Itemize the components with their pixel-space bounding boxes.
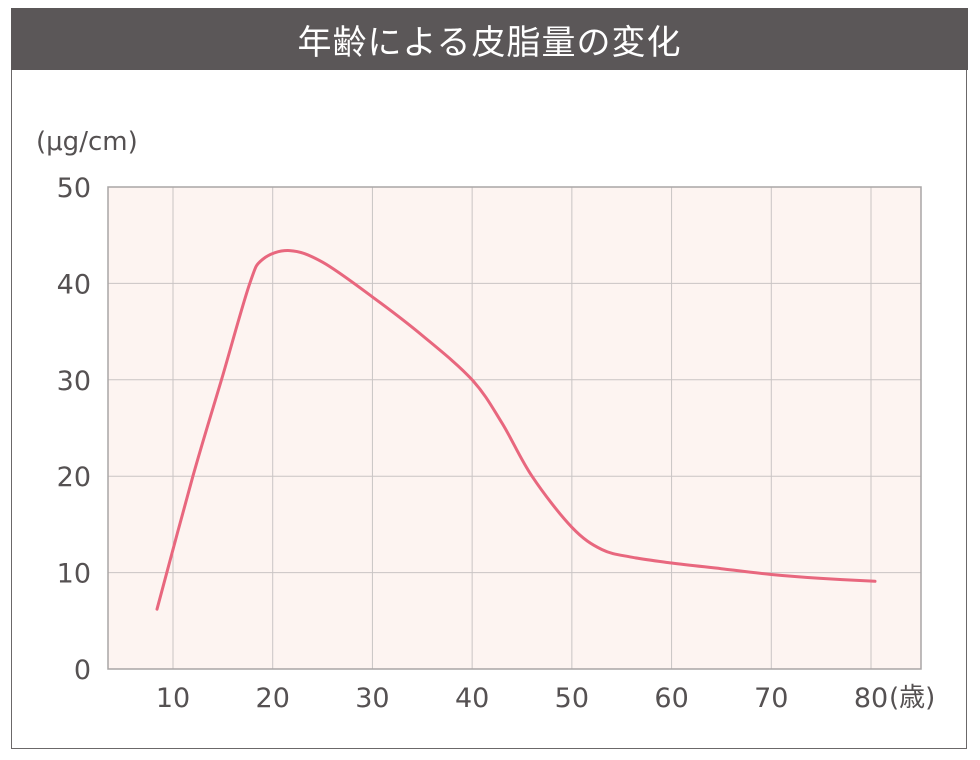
y-axis-ticks: 0 10 20 30 40 50 [57, 173, 91, 686]
y-tick-label: 30 [57, 366, 91, 397]
sebum-curve [155, 249, 877, 611]
plot-area [108, 187, 921, 669]
x-tick-label: 60 [654, 683, 688, 714]
plot-border [107, 186, 922, 670]
y-tick-label: 50 [57, 173, 91, 204]
x-tick-label: 50 [555, 683, 589, 714]
x-tick-label: 70 [754, 683, 788, 714]
x-tick-label: 10 [156, 683, 190, 714]
y-axis-unit: (μg/cm) [36, 127, 138, 157]
x-axis-unit: (歳) [889, 683, 935, 713]
x-tick-label: 30 [355, 683, 389, 714]
x-axis-ticks: 10 20 30 40 50 60 70 80 (歳) [156, 683, 935, 714]
y-tick-label: 10 [57, 559, 91, 590]
gridlines [108, 187, 921, 669]
chart-title: 年齢による皮脂量の変化 [11, 8, 968, 70]
x-tick-label: 20 [256, 683, 290, 714]
x-tick-label: 40 [455, 683, 489, 714]
y-tick-label: 20 [57, 462, 91, 493]
x-tick-label: 80 [854, 683, 888, 714]
y-tick-label: 40 [57, 269, 91, 300]
y-tick-label: 0 [74, 655, 91, 686]
